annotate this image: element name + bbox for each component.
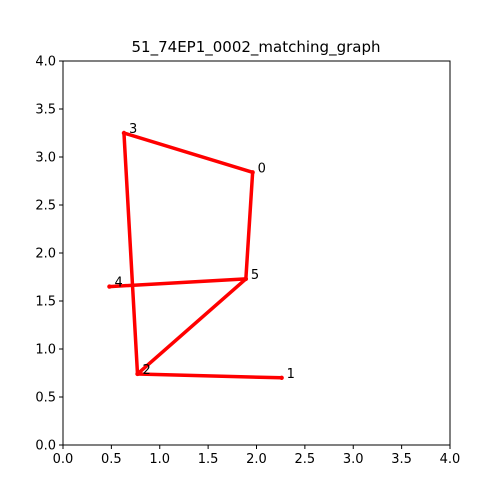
node-0 bbox=[250, 170, 255, 175]
y-tick-label: 0.0 bbox=[35, 439, 56, 454]
x-tick-label: 3.0 bbox=[343, 452, 364, 467]
edge-5-2 bbox=[135, 277, 248, 376]
x-tick-label: 2.5 bbox=[295, 452, 316, 467]
node-label-4: 4 bbox=[114, 276, 122, 291]
y-tick-label: 3.0 bbox=[35, 151, 56, 166]
x-tick-label: 3.5 bbox=[391, 452, 412, 467]
chart-title: 51_74EP1_0002_matching_graph bbox=[132, 38, 381, 57]
node-label-3: 3 bbox=[129, 122, 137, 137]
y-tick-label: 2.5 bbox=[35, 199, 56, 214]
x-tick-label: 1.0 bbox=[149, 452, 170, 467]
node-4 bbox=[107, 284, 112, 289]
x-axis: 0.0 0.5 1.0 1.5 2.0 2.5 3.0 3.5 4.0 bbox=[53, 445, 461, 467]
edges-layer bbox=[107, 131, 284, 380]
y-tick-label: 1.0 bbox=[35, 343, 56, 358]
y-tick-label: 4.0 bbox=[35, 55, 56, 70]
node-1 bbox=[279, 375, 284, 380]
x-tick-label: 2.0 bbox=[246, 452, 267, 467]
edge-2-1 bbox=[135, 372, 284, 380]
node-label-5: 5 bbox=[251, 268, 259, 283]
y-tick-label: 0.5 bbox=[35, 391, 56, 406]
node-label-1: 1 bbox=[287, 367, 295, 382]
x-tick-label: 0.5 bbox=[101, 452, 122, 467]
x-tick-label: 1.5 bbox=[198, 452, 219, 467]
y-tick-label: 3.5 bbox=[35, 103, 56, 118]
node-label-2: 2 bbox=[142, 363, 150, 378]
edge-3-2 bbox=[122, 131, 140, 376]
x-tick-label: 4.0 bbox=[440, 452, 461, 467]
y-tick-label: 1.5 bbox=[35, 295, 56, 310]
node-label-0: 0 bbox=[258, 161, 266, 176]
edge-0-5 bbox=[244, 170, 255, 281]
node-5 bbox=[243, 276, 249, 282]
node-2 bbox=[135, 371, 140, 377]
x-tick-label: 0.0 bbox=[53, 452, 74, 467]
nodes-layer: 0 1 2 3 4 5 bbox=[107, 122, 295, 382]
y-axis: 0.0 0.5 1.0 1.5 2.0 2.5 3.0 3.5 4.0 bbox=[35, 55, 63, 454]
y-tick-label: 2.0 bbox=[35, 247, 56, 262]
node-3 bbox=[121, 130, 127, 136]
edge-3-0 bbox=[122, 131, 255, 175]
